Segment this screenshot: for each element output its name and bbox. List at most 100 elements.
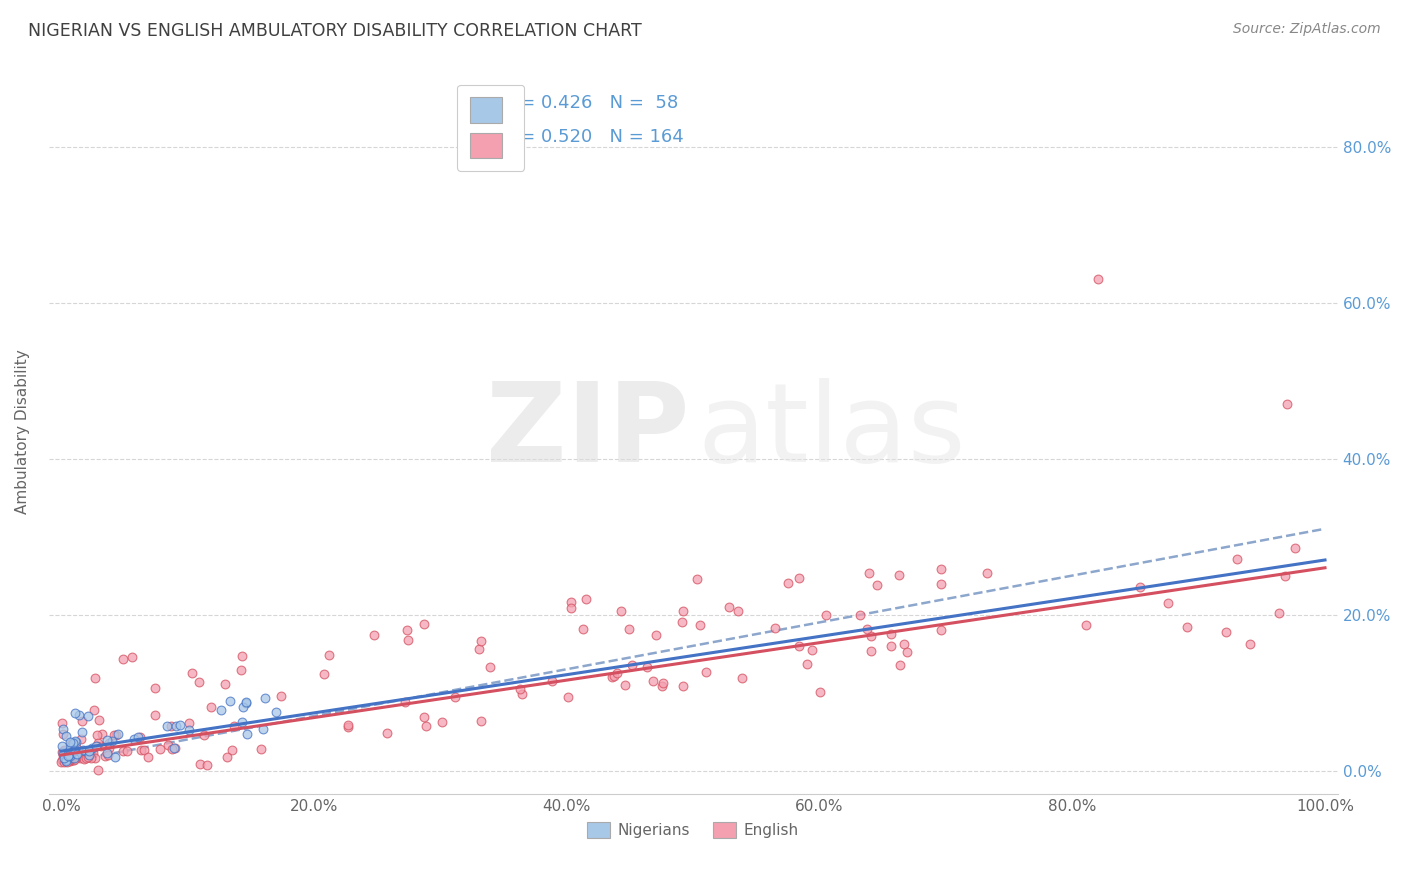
Point [59,753,82,767]
Point [83,703,105,717]
Point [97,736,120,750]
Point [84,750,107,764]
Point [77,743,100,757]
Point [160,719,183,733]
Point [394,696,416,710]
Point [56,747,79,761]
Point [1274,569,1296,583]
Point [59,735,82,749]
Point [221,743,243,757]
Point [104,750,127,764]
Point [1275,397,1298,411]
Point [197,757,219,772]
Point [602,669,624,683]
Text: Source: ZipAtlas.com: Source: ZipAtlas.com [1233,22,1381,37]
Point [250,742,273,756]
Point [136,749,159,764]
Point [51,747,73,762]
Point [621,657,644,672]
Point [879,627,901,641]
Point [66,747,89,761]
Point [363,628,385,642]
Point [76,750,98,764]
Point [107,727,129,741]
Point [672,604,695,618]
Point [860,629,883,643]
Point [86,739,108,753]
Point [129,731,152,745]
Point [97,741,120,756]
Point [859,644,882,658]
Point [59,748,82,763]
Point [478,659,501,673]
Point [689,618,711,632]
Point [51,745,73,759]
Point [557,690,579,705]
Point [79,743,101,757]
Point [122,731,145,746]
Point [849,608,872,623]
Point [718,599,741,614]
Point [59,738,82,752]
Point [651,676,673,690]
Point [1076,618,1098,632]
Point [787,570,810,584]
Point [1157,597,1180,611]
Point [193,728,215,742]
Point [75,744,97,758]
Point [610,604,633,618]
Point [87,713,110,727]
Point [235,696,257,710]
Point [80,745,103,759]
Point [69,731,91,746]
Point [671,615,693,629]
Point [163,740,186,755]
Point [672,680,695,694]
Point [808,684,831,698]
Point [467,642,489,657]
Point [51,739,73,753]
Point [731,671,754,685]
Point [52,755,75,769]
Point [224,719,246,733]
Point [59,751,82,765]
Point [190,756,212,771]
Point [232,700,254,714]
Point [111,744,134,758]
Point [929,562,952,576]
Legend: Nigerians, English: Nigerians, English [581,816,806,845]
Point [63,746,86,760]
Point [318,648,340,662]
Point [52,723,75,737]
Point [59,752,82,766]
Point [1268,606,1291,620]
Point [65,740,87,755]
Point [645,628,668,642]
Point [763,621,786,635]
Point [62,753,84,767]
Point [53,752,76,766]
Point [127,730,149,744]
Point [52,747,75,761]
Point [62,753,84,767]
Text: atlas: atlas [697,378,966,484]
Point [165,719,187,733]
Point [858,566,880,580]
Point [52,753,75,767]
Point [430,715,453,730]
Point [86,728,108,742]
Point [58,747,80,762]
Point [70,714,93,728]
Text: R = 0.426   N =  58: R = 0.426 N = 58 [502,95,679,112]
Point [115,744,138,758]
Point [651,679,673,693]
Text: NIGERIAN VS ENGLISH AMBULATORY DISABILITY CORRELATION CHART: NIGERIAN VS ENGLISH AMBULATORY DISABILIT… [28,22,643,40]
Point [254,691,277,706]
Point [51,715,73,730]
Point [893,638,915,652]
Point [62,736,84,750]
Point [77,749,100,764]
Point [270,690,292,704]
Point [97,747,120,762]
Point [643,673,665,688]
